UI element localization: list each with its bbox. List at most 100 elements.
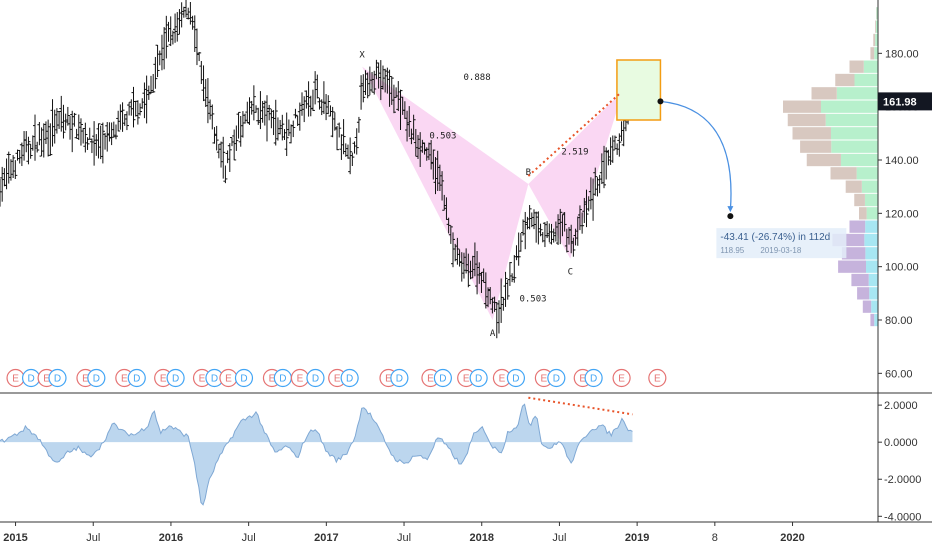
ohlc-bar bbox=[171, 31, 175, 45]
ohlc-bar bbox=[64, 114, 68, 131]
earnings-marker: E bbox=[220, 370, 237, 387]
ohlc-bar bbox=[40, 127, 44, 156]
ohlc-bar bbox=[598, 175, 602, 193]
ohlc-bar bbox=[315, 75, 319, 99]
svg-text:D: D bbox=[346, 374, 353, 385]
forecast-box bbox=[617, 60, 661, 120]
ohlc-bar bbox=[311, 90, 315, 111]
projection-start-dot bbox=[657, 98, 663, 104]
volume-profile-bar-down bbox=[800, 141, 831, 153]
volume-profile-bar-down bbox=[850, 61, 864, 73]
ohlc-bar bbox=[169, 16, 173, 46]
volume-profile-bar-up bbox=[871, 301, 878, 313]
volume-profile-bar-down bbox=[850, 221, 866, 233]
volume-profile-bar-down bbox=[835, 74, 854, 86]
ohlc-bar bbox=[59, 96, 63, 132]
ohlc-bar bbox=[180, 2, 184, 27]
ohlc-bar bbox=[541, 232, 545, 242]
ohlc-bar bbox=[37, 122, 41, 145]
ohlc-bar bbox=[29, 144, 33, 159]
ohlc-bar bbox=[534, 212, 538, 243]
svg-text:D: D bbox=[439, 374, 446, 385]
y-tick-label: 80.00 bbox=[885, 315, 913, 327]
ohlc-bar bbox=[149, 76, 153, 94]
ohlc-bar bbox=[307, 81, 311, 116]
svg-text:D: D bbox=[590, 374, 597, 385]
ohlc-bar bbox=[530, 212, 534, 227]
ohlc-bar bbox=[99, 126, 103, 159]
volume-profile-bar-down bbox=[831, 167, 857, 179]
projection-price-text: 118.95 bbox=[720, 246, 744, 255]
volume-profile-bar-down bbox=[854, 194, 865, 206]
ohlc-bar bbox=[57, 111, 61, 129]
pattern-ratio-label: 0.503 bbox=[429, 132, 456, 142]
ohlc-bar bbox=[230, 137, 234, 146]
ohlc-bar bbox=[285, 113, 289, 156]
ohlc-bar bbox=[309, 96, 313, 116]
ohlc-bar bbox=[217, 144, 221, 158]
dividend-marker: D bbox=[341, 370, 358, 387]
ohlc-bar bbox=[296, 116, 300, 126]
oscillator-line bbox=[0, 404, 632, 504]
ohlc-bar bbox=[51, 99, 55, 146]
ohlc-bar bbox=[504, 272, 508, 307]
svg-text:E: E bbox=[297, 374, 304, 385]
svg-text:E: E bbox=[225, 374, 232, 385]
ohlc-bar bbox=[72, 113, 76, 127]
volume-profile-bar-up bbox=[864, 234, 878, 246]
y-tick-label: 120.00 bbox=[885, 208, 919, 220]
ohlc-bar bbox=[61, 105, 65, 139]
ohlc-bar bbox=[508, 262, 512, 286]
ohlc-bar bbox=[611, 135, 615, 162]
ohlc-bar bbox=[543, 222, 547, 247]
x-tick-label: Jul bbox=[397, 532, 411, 544]
ohlc-bar bbox=[606, 150, 610, 165]
ohlc-bar bbox=[346, 145, 350, 159]
volume-profile-bar-down bbox=[870, 314, 874, 326]
x-tick-label: 2019 bbox=[625, 532, 649, 544]
volume-profile-bar-down bbox=[807, 154, 841, 166]
svg-text:D: D bbox=[27, 374, 34, 385]
volume-profile-bar-down bbox=[851, 274, 868, 286]
ohlc-bar bbox=[342, 119, 346, 154]
volume-profile-bar-down bbox=[846, 181, 862, 193]
svg-text:D: D bbox=[211, 374, 218, 385]
dividend-marker: D bbox=[49, 370, 66, 387]
ohlc-bar bbox=[173, 14, 177, 43]
pattern-point-label-a: A bbox=[490, 329, 496, 339]
ohlc-bar bbox=[350, 153, 354, 166]
x-tick-label: 2016 bbox=[159, 532, 183, 544]
svg-text:D: D bbox=[396, 374, 403, 385]
ohlc-bar bbox=[202, 65, 206, 101]
earnings-marker: E bbox=[649, 370, 666, 387]
ohlc-bar bbox=[83, 123, 87, 153]
pattern-point-label-c: C bbox=[568, 268, 573, 278]
ohlc-bar bbox=[46, 120, 50, 157]
svg-text:E: E bbox=[618, 374, 625, 385]
ohlc-bar bbox=[258, 91, 262, 129]
ohlc-bar bbox=[66, 107, 70, 126]
volume-profile-bar-down bbox=[812, 87, 837, 99]
ohlc-bar bbox=[204, 79, 208, 107]
ohlc-bar bbox=[127, 102, 131, 115]
ohlc-bar bbox=[254, 105, 258, 112]
ohlc-bar bbox=[123, 114, 127, 126]
volume-profile-bar-up bbox=[841, 154, 878, 166]
ohlc-bar bbox=[532, 209, 536, 229]
svg-text:D: D bbox=[279, 374, 286, 385]
ohlc-bar bbox=[5, 158, 9, 189]
ohlc-bar bbox=[615, 143, 619, 154]
ohlc-bar bbox=[263, 101, 267, 126]
ohlc-bar bbox=[272, 110, 276, 135]
ohlc-bar bbox=[114, 125, 118, 140]
ohlc-bar bbox=[337, 123, 341, 138]
projection-date-text: 2019-03-18 bbox=[760, 246, 801, 255]
ohlc-bar bbox=[344, 143, 348, 156]
ohlc-bar bbox=[210, 105, 214, 130]
ohlc-bar bbox=[125, 111, 129, 130]
ohlc-bar bbox=[24, 131, 28, 152]
ohlc-bar bbox=[547, 223, 551, 242]
ohlc-bar bbox=[184, 0, 188, 17]
